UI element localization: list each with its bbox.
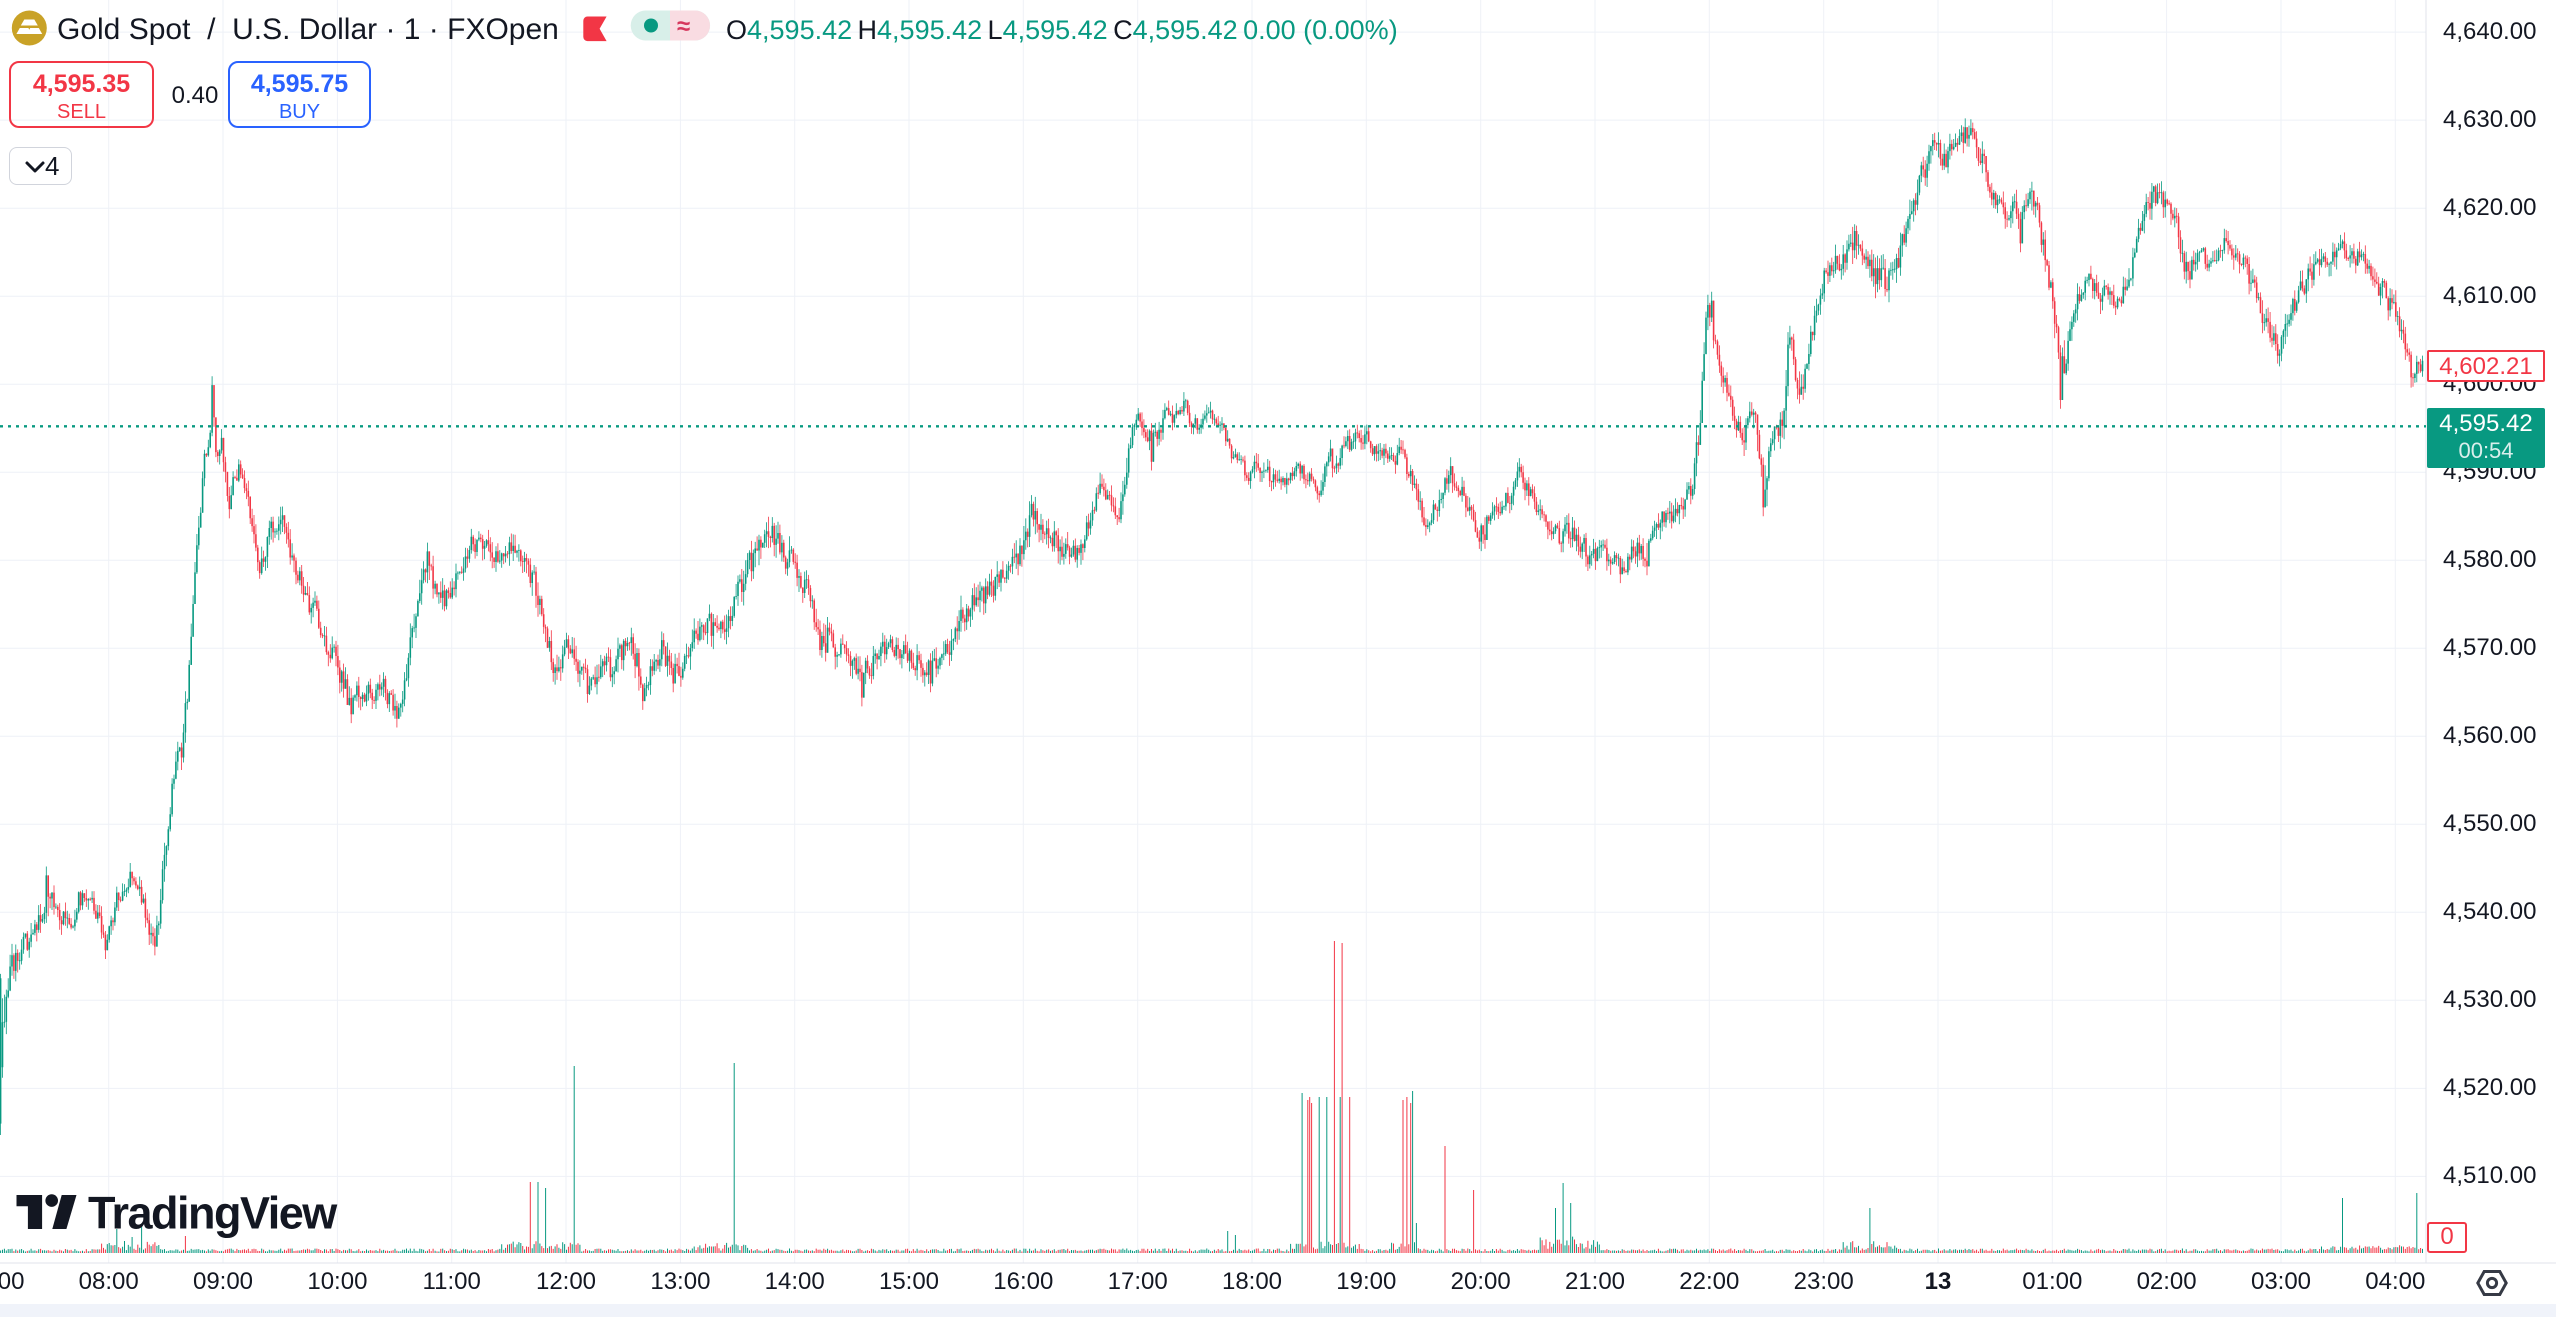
svg-text:≈: ≈ — [677, 13, 690, 40]
svg-text:TradingView: TradingView — [88, 1190, 338, 1239]
